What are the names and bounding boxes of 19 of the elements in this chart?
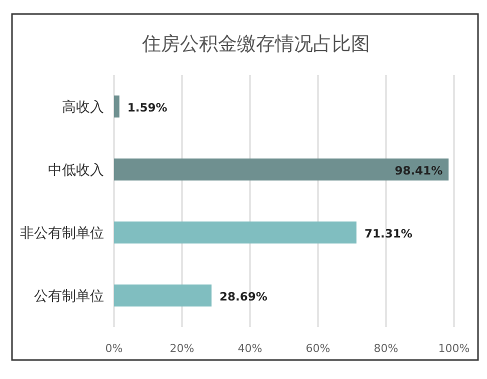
y-tick-label: 中低收入 (48, 162, 104, 178)
data-label: 28.69% (220, 290, 268, 304)
x-tick-label: 20% (170, 342, 194, 355)
data-label: 71.31% (364, 226, 413, 240)
y-tick-label: 高收入 (62, 100, 104, 116)
x-tick-label: 80% (374, 342, 398, 355)
bar (114, 96, 120, 118)
bar (114, 284, 212, 306)
bar (114, 158, 449, 180)
data-label: 98.41% (394, 164, 444, 178)
y-tick-label: 公有制单位 (34, 288, 104, 304)
x-tick-label: 40% (238, 342, 262, 355)
y-tick-label: 非公有制单位 (20, 226, 104, 242)
chart-title: 住房公积金缴存情况占比图 (141, 33, 370, 55)
data-label: 1.59% (127, 100, 168, 114)
x-tick-label: 60% (306, 342, 330, 355)
bar (114, 222, 356, 244)
x-tick-label: 0% (105, 342, 123, 355)
x-tick-label: 100% (438, 342, 470, 355)
